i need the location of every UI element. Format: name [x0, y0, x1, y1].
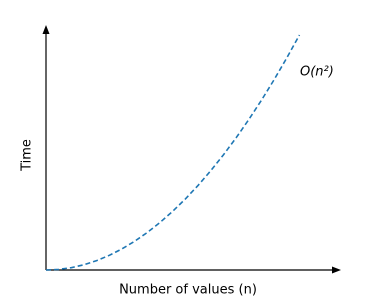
y-axis-label: Time	[20, 139, 35, 172]
annotation: O(n²)	[300, 65, 334, 80]
x-axis-label: Number of values (n)	[119, 283, 257, 298]
y-axis-arrow	[42, 25, 50, 34]
data-line	[45, 34, 301, 271]
x-axis-arrow	[332, 266, 341, 274]
